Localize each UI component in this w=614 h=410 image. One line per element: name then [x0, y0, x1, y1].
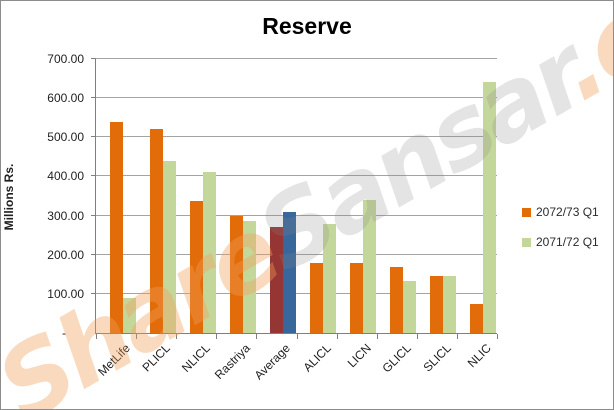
plot-area — [91, 58, 498, 339]
y-gridline — [96, 175, 497, 177]
y-gridline — [96, 253, 497, 255]
y-axis-tick — [91, 214, 96, 216]
y-axis-tick — [91, 292, 96, 294]
x-axis-tick — [296, 334, 298, 339]
chart-title: Reserve — [262, 13, 352, 39]
legend-swatch-orange — [522, 207, 531, 217]
y-axis-label: 700.00 — [47, 52, 84, 66]
y-axis-label: 500.00 — [47, 130, 84, 145]
x-axis-label-nlic: NLIC — [464, 341, 494, 371]
bar-slicl-series-1 — [430, 275, 444, 333]
x-axis-tick — [176, 334, 178, 339]
x-axis-tick — [497, 334, 498, 339]
y-gridline — [96, 58, 497, 59]
x-axis-tick — [216, 334, 218, 339]
bar-alicl-series-1 — [310, 262, 323, 333]
x-axis-tick — [336, 334, 338, 339]
y-axis-label: - — [62, 326, 66, 340]
bar-rastriya-series-2 — [242, 220, 256, 333]
y-gridline — [96, 214, 497, 216]
bar-licn-series-2 — [363, 200, 377, 333]
bar-average-series-1 — [269, 226, 283, 333]
bar-slicl-series-2 — [443, 275, 457, 333]
x-axis-tick — [96, 334, 97, 339]
y-axis-label: 200.00 — [47, 247, 84, 262]
y-axis-label: 400.00 — [47, 169, 84, 184]
x-axis-tick — [456, 334, 458, 339]
y-axis-tick — [91, 97, 96, 99]
bar-alicl-series-2 — [323, 224, 336, 333]
y-gridline — [96, 292, 497, 294]
bar-metlife-series-2 — [122, 298, 136, 333]
legend-item-series-2: 2071/72 Q1 — [522, 235, 599, 249]
bar-nlicl-series-1 — [189, 201, 203, 333]
bar-glicl-series-1 — [390, 267, 404, 333]
y-axis-tick — [91, 136, 96, 138]
y-axis-tick — [91, 253, 96, 255]
y-gridline — [96, 97, 497, 99]
y-gridline — [96, 136, 497, 138]
y-axis-label: 100.00 — [47, 286, 84, 301]
legend: 2072/73 Q1 2071/72 Q1 — [522, 205, 599, 249]
bar-nlic-series-1 — [470, 304, 484, 333]
bar-metlife-series-1 — [109, 121, 123, 333]
x-axis-tick — [376, 334, 378, 339]
bar-average-series-2 — [282, 212, 296, 333]
y-axis-label: 300.00 — [47, 208, 84, 223]
x-axis-tick — [416, 334, 418, 339]
bar-rastriya-series-1 — [229, 215, 243, 333]
y-axis-tick — [91, 58, 96, 59]
bar-licn-series-1 — [350, 262, 364, 333]
legend-label-series-1: 2072/73 Q1 — [536, 205, 599, 219]
y-axis-tick — [91, 175, 96, 177]
bar-glicl-series-2 — [403, 281, 417, 333]
legend-item-series-1: 2072/73 Q1 — [522, 205, 599, 219]
y-axis-label: 600.00 — [47, 91, 84, 106]
bar-nlicl-series-2 — [202, 171, 216, 333]
x-axis-tick — [136, 334, 138, 339]
bar-nlic-series-2 — [483, 82, 497, 333]
bar-plicl-series-1 — [149, 128, 163, 333]
legend-label-series-2: 2071/72 Q1 — [536, 235, 599, 249]
legend-swatch-green — [522, 237, 531, 247]
bar-plicl-series-2 — [162, 160, 176, 333]
x-axis-tick — [256, 334, 258, 339]
y-axis-title: Millions Rs. — [2, 163, 16, 231]
